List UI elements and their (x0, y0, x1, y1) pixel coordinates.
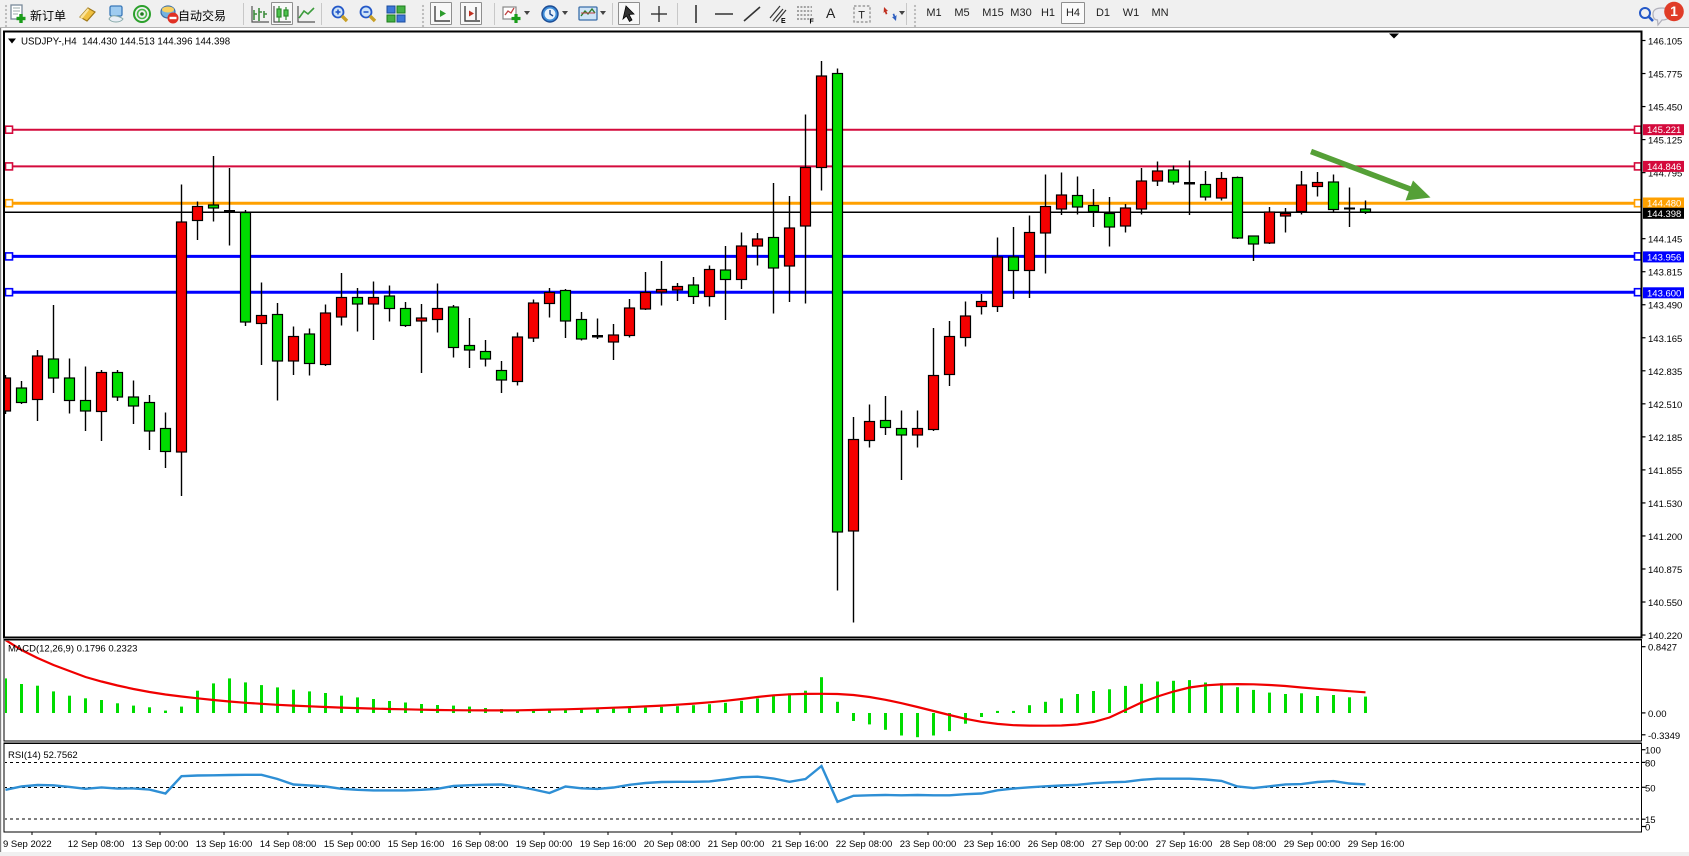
svg-text:140.875: 140.875 (1648, 565, 1682, 576)
svg-text:9 Sep 2022: 9 Sep 2022 (3, 839, 52, 850)
svg-text:13 Sep 16:00: 13 Sep 16:00 (196, 839, 253, 850)
svg-text:142.510: 142.510 (1648, 400, 1682, 411)
svg-text:E: E (781, 18, 786, 24)
svg-text:12 Sep 08:00: 12 Sep 08:00 (68, 839, 125, 850)
svg-text:140.220: 140.220 (1648, 631, 1682, 642)
svg-text:143.600: 143.600 (1647, 288, 1681, 299)
svg-text:0: 0 (1645, 823, 1650, 834)
svg-text:26 Sep 08:00: 26 Sep 08:00 (1028, 839, 1085, 850)
svg-text:143.165: 143.165 (1648, 334, 1682, 345)
svg-text:145.125: 145.125 (1648, 136, 1682, 147)
svg-text:USDJPY-,H4 144.430 144.513 14: USDJPY-,H4 144.430 144.513 144.396 144.3… (21, 37, 230, 48)
svg-text:20 Sep 08:00: 20 Sep 08:00 (644, 839, 701, 850)
svg-text:140.550: 140.550 (1648, 598, 1682, 609)
svg-text:15 Sep 16:00: 15 Sep 16:00 (388, 839, 445, 850)
svg-text:19 Sep 00:00: 19 Sep 00:00 (516, 839, 573, 850)
svg-text:22 Sep 08:00: 22 Sep 08:00 (836, 839, 893, 850)
svg-text:27 Sep 00:00: 27 Sep 00:00 (1092, 839, 1149, 850)
svg-text:1: 1 (1670, 3, 1678, 19)
svg-text:13 Sep 00:00: 13 Sep 00:00 (132, 839, 189, 850)
svg-text:142.185: 142.185 (1648, 433, 1682, 444)
svg-text:27 Sep 16:00: 27 Sep 16:00 (1156, 839, 1213, 850)
svg-text:144.398: 144.398 (1647, 209, 1681, 220)
svg-text:144.480: 144.480 (1647, 199, 1681, 210)
svg-text:145.450: 145.450 (1648, 103, 1682, 114)
svg-text:144.846: 144.846 (1647, 162, 1681, 173)
svg-text:145.775: 145.775 (1648, 70, 1682, 81)
svg-text:141.855: 141.855 (1648, 466, 1682, 477)
svg-text:23 Sep 00:00: 23 Sep 00:00 (900, 839, 957, 850)
svg-text:T: T (858, 10, 865, 22)
svg-text:19 Sep 16:00: 19 Sep 16:00 (580, 839, 637, 850)
svg-text:MACD(12,26,9) 0.1796 0.2323: MACD(12,26,9) 0.1796 0.2323 (8, 644, 137, 655)
svg-text:RSI(14) 52.7562: RSI(14) 52.7562 (8, 750, 78, 761)
svg-text:14 Sep 08:00: 14 Sep 08:00 (260, 839, 317, 850)
svg-text:21 Sep 00:00: 21 Sep 00:00 (708, 839, 765, 850)
svg-text:144.145: 144.145 (1648, 235, 1682, 246)
svg-text:143.490: 143.490 (1648, 301, 1682, 312)
svg-text:28 Sep 08:00: 28 Sep 08:00 (1220, 839, 1277, 850)
svg-text:50: 50 (1645, 783, 1656, 794)
svg-text:29 Sep 16:00: 29 Sep 16:00 (1348, 839, 1405, 850)
svg-text:-0.3349: -0.3349 (1648, 731, 1680, 742)
svg-text:15 Sep 00:00: 15 Sep 00:00 (324, 839, 381, 850)
svg-text:141.530: 141.530 (1648, 499, 1682, 510)
svg-text:23 Sep 16:00: 23 Sep 16:00 (964, 839, 1021, 850)
svg-text:100: 100 (1645, 746, 1661, 757)
svg-text:146.105: 146.105 (1648, 37, 1682, 48)
svg-text:141.200: 141.200 (1648, 532, 1682, 543)
svg-text:15: 15 (1645, 815, 1656, 826)
svg-text:142.835: 142.835 (1648, 367, 1682, 378)
svg-text:0.8427: 0.8427 (1648, 643, 1677, 654)
svg-text:145.221: 145.221 (1647, 125, 1681, 136)
svg-text:16 Sep 08:00: 16 Sep 08:00 (452, 839, 509, 850)
svg-text:144.795: 144.795 (1648, 169, 1682, 180)
svg-text:80: 80 (1645, 758, 1656, 769)
svg-text:0.00: 0.00 (1648, 709, 1667, 720)
svg-text:143.956: 143.956 (1647, 252, 1681, 263)
svg-text:29 Sep 00:00: 29 Sep 00:00 (1284, 839, 1341, 850)
svg-text:143.815: 143.815 (1648, 268, 1682, 279)
svg-text:F: F (810, 19, 815, 25)
svg-text:21 Sep 16:00: 21 Sep 16:00 (772, 839, 829, 850)
